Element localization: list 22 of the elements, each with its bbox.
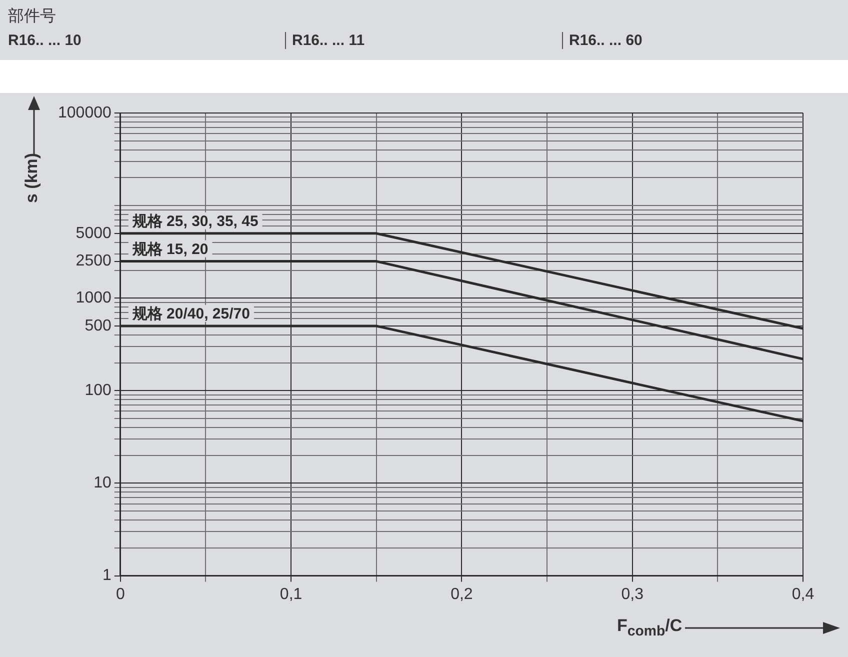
y-tick-label: 10	[94, 474, 112, 492]
y-tick-label: 100	[84, 382, 112, 400]
y-tick-label: 2500	[76, 252, 112, 270]
series-label: 规格 20/40, 25/70	[131, 306, 250, 323]
text: 部件号	[8, 6, 56, 27]
x-tick-label: 0	[116, 586, 125, 603]
x-tick-label: 0,4	[792, 586, 814, 603]
x-tick-label: 0,3	[621, 586, 644, 603]
x-axis-title: F$_{comb}$/C	[617, 616, 682, 640]
series-label: 规格 15, 20	[131, 240, 208, 258]
y-tick-label: 1000	[76, 290, 112, 307]
y-tick-label: 1	[102, 567, 112, 584]
y-tick-label: 100000	[58, 104, 112, 122]
y-tick-label: 5000	[76, 224, 112, 242]
y-axis-title: s (km)	[22, 152, 42, 203]
text: R16.. ... 11	[285, 32, 365, 49]
x-tick-label: 0,1	[280, 586, 302, 603]
text: R16.. ... 10	[8, 32, 82, 49]
y-tick-label: 500	[84, 317, 112, 334]
text: R16.. ... 60	[562, 32, 642, 49]
series-label: 规格 25, 30, 35, 45	[131, 213, 258, 230]
x-tick-label: 0,2	[450, 586, 473, 603]
